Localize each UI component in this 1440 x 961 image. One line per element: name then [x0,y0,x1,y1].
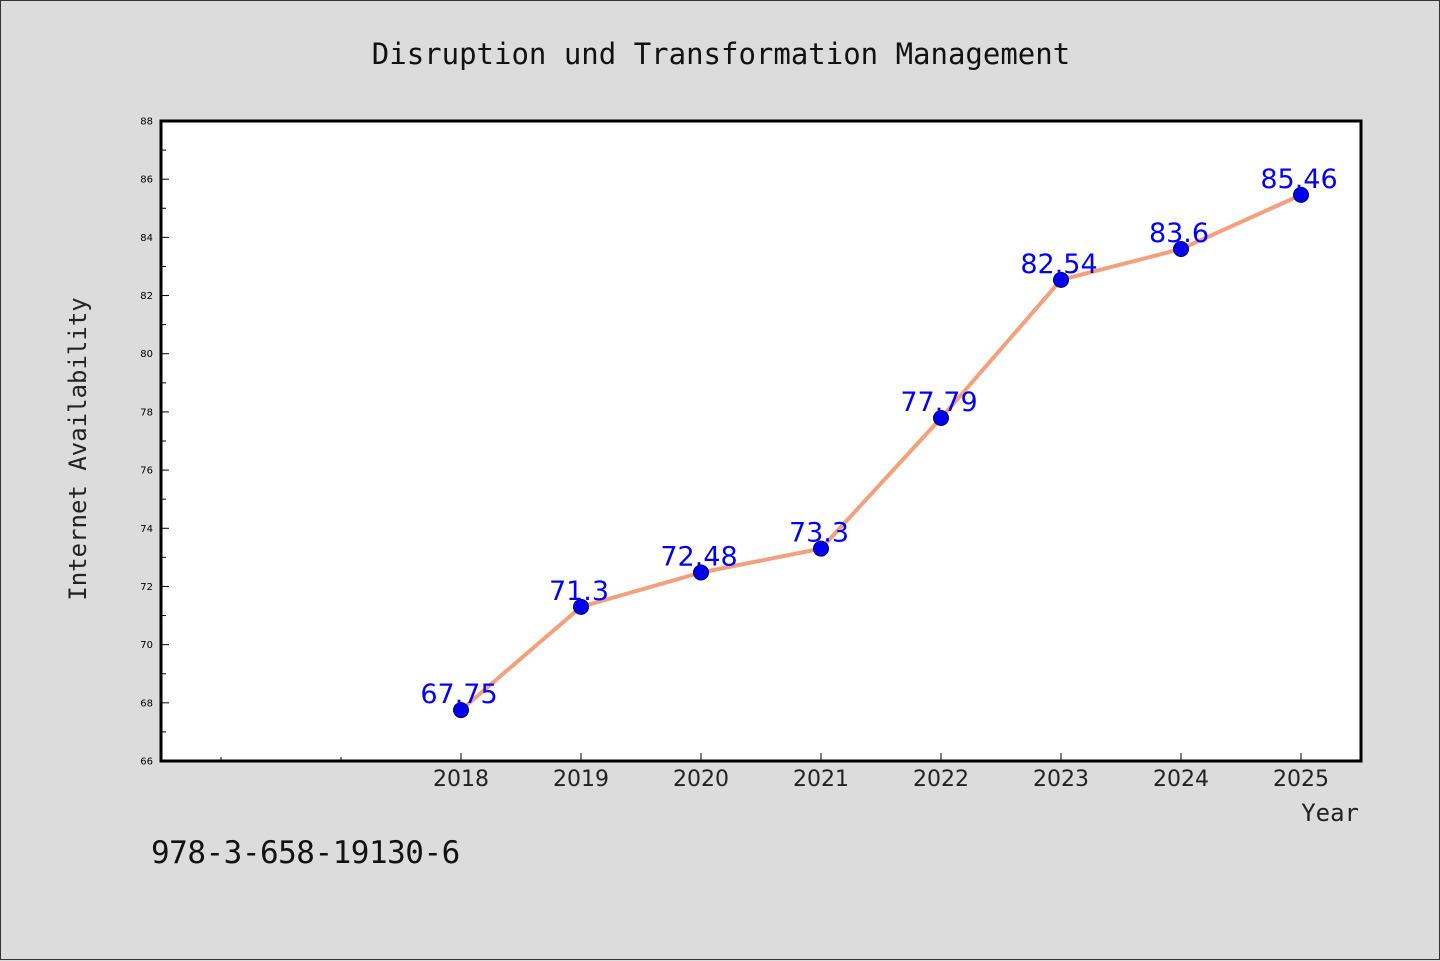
data-label: 77.79 [900,387,977,418]
x-axis: 2018 2019 2020 2021 2022 2023 2024 2025 [220,753,1329,792]
data-label: 73.3 [789,518,849,549]
y-tick-label: 80 [140,349,153,360]
x-tick-label: 2021 [793,767,849,792]
data-label: 71.3 [549,576,609,607]
y-tick-label: 82 [140,291,153,302]
data-point [1173,241,1189,257]
data-point [573,598,589,615]
y-tick-label: 84 [140,233,153,244]
y-tick-label: 66 [140,757,153,768]
data-label: 72.48 [660,541,737,572]
x-axis-label: Year [1301,799,1359,827]
data-point [693,564,709,581]
data-label: 83.6 [1149,218,1209,249]
y-tick-label: 86 [140,175,153,186]
y-axis: 66 68 70 72 74 76 78 80 82 84 86 88 [140,117,169,768]
x-tick-label: 2020 [673,767,729,792]
y-tick-label: 78 [140,407,153,418]
y-tick-label: 74 [140,524,153,535]
series-layer [453,186,1309,719]
series-line [459,192,1303,713]
x-tick-label: 2022 [913,767,969,792]
data-label: 85.46 [1260,164,1337,195]
x-tick-label: 2023 [1033,767,1089,792]
isbn-text: 978-3-658-19130-6 [151,835,460,871]
data-point [813,540,829,557]
y-tick-label: 68 [140,698,153,709]
y-axis-label: Internet Availability [64,297,92,600]
x-tick-label: 2019 [553,767,609,792]
data-point [933,410,949,427]
data-point [1293,186,1309,203]
plot-frame [159,119,1363,763]
data-label: 67.75 [420,679,497,710]
data-point [1053,271,1069,288]
x-tick-label: 2025 [1273,767,1329,792]
data-point [453,702,469,719]
data-label-layer: 67.75 71.3 72.48 73.3 77.79 82.54 83.6 85.46 [420,164,1337,710]
data-label: 82.54 [1020,249,1097,280]
y-tick-label: 70 [140,640,153,651]
x-tick-label: 2018 [433,767,489,792]
y-tick-label: 72 [140,582,153,593]
plot-area [161,121,1361,761]
y-tick-label: 76 [140,466,153,477]
x-tick-label: 2024 [1153,767,1209,792]
chart-title: Disruption und Transformation Management [372,37,1070,71]
y-tick-label: 88 [140,117,153,128]
